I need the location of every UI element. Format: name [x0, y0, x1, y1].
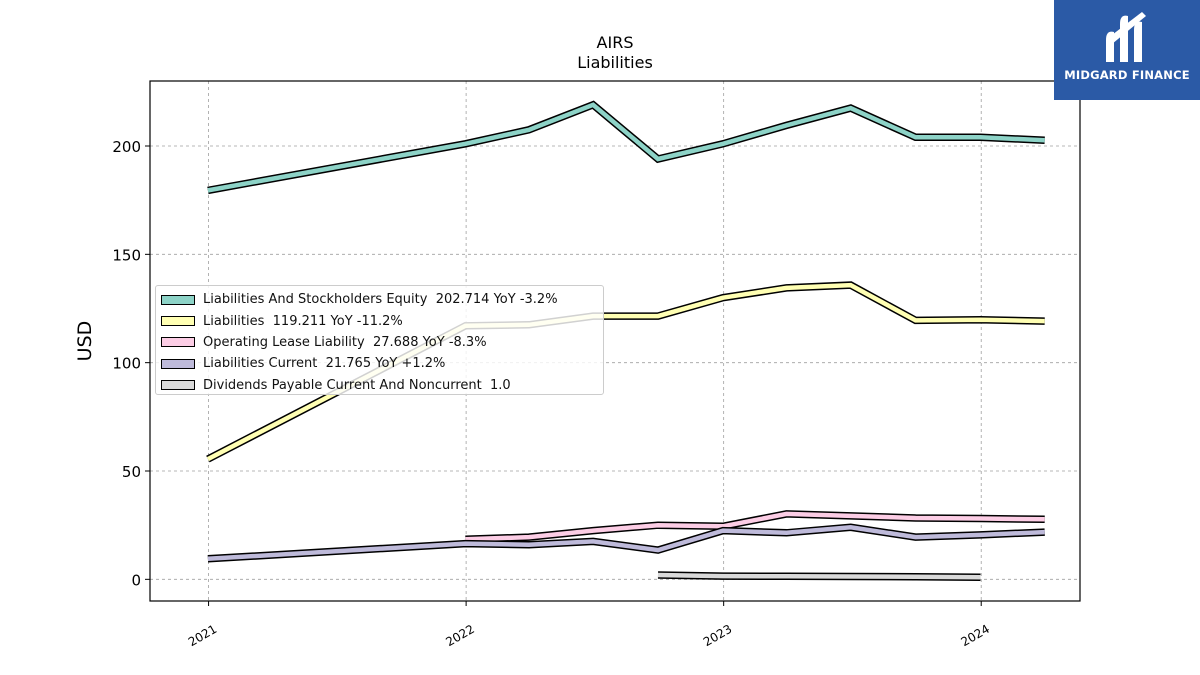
series-line [207, 525, 1045, 562]
legend-swatch-icon [161, 380, 195, 391]
legend-swatch-icon [161, 358, 195, 369]
x-tick-label: 2022 [443, 622, 476, 649]
y-tick-label: 50 [122, 463, 141, 481]
midgard-finance-logo: MIDGARD FINANCE [1054, 0, 1200, 100]
series-line [465, 511, 1045, 542]
series-line [207, 102, 1045, 193]
y-axis-ticks: 0 50 100 150 200 [112, 138, 150, 589]
legend-item: Liabilities 119.211 YoY -11.2% [160, 310, 603, 331]
plot-frame [149, 80, 1081, 602]
logo-mark-icon [1106, 12, 1146, 62]
legend-swatch-icon [161, 294, 195, 305]
legend-label: Dividends Payable Current And Noncurrent… [203, 377, 511, 393]
legend-item: Operating Lease Liability 27.688 YoY -8.… [160, 332, 603, 353]
chart-title: AIRS [597, 33, 634, 52]
legend-swatch-icon [161, 337, 195, 348]
x-axis-ticks: 2021 2022 2023 2024 [186, 601, 992, 649]
series-line-outline [207, 523, 1045, 563]
x-tick-label: 2021 [186, 622, 219, 649]
legend-label: Operating Lease Liability 27.688 YoY -8.… [203, 334, 487, 350]
x-tick-label: 2024 [958, 622, 991, 649]
legend-label: Liabilities And Stockholders Equity 202.… [203, 292, 558, 308]
series-line [657, 572, 981, 580]
chart-legend: Liabilities And Stockholders Equity 202.… [155, 285, 604, 395]
y-tick-label: 200 [112, 138, 141, 156]
legend-item: Liabilities Current 21.765 YoY +1.2% [160, 353, 603, 374]
legend-item: Liabilities And Stockholders Equity 202.… [160, 289, 603, 310]
chart-subtitle: Liabilities [577, 53, 653, 72]
legend-label: Liabilities 119.211 YoY -11.2% [203, 313, 403, 329]
y-tick-label: 0 [131, 571, 141, 589]
y-tick-label: 150 [112, 246, 141, 264]
legend-label: Liabilities Current 21.765 YoY +1.2% [203, 356, 446, 372]
legend-item: Dividends Payable Current And Noncurrent… [160, 375, 603, 396]
series-line-outline [207, 100, 1045, 195]
logo-text: MIDGARD FINANCE [1064, 68, 1190, 82]
legend-swatch-icon [161, 316, 195, 327]
x-tick-label: 2023 [701, 622, 734, 649]
y-axis-label: USD [74, 321, 96, 362]
y-tick-label: 100 [112, 355, 141, 373]
